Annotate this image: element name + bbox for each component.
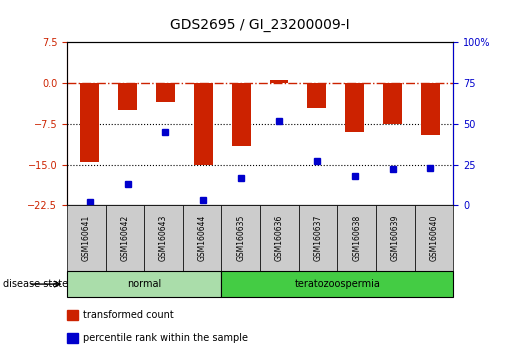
Text: GSM160635: GSM160635 (236, 215, 245, 261)
Text: teratozoospermia: teratozoospermia (295, 279, 380, 289)
Bar (383, 83, 402, 124)
Bar (156, 83, 175, 102)
Text: GSM160644: GSM160644 (198, 215, 207, 261)
Text: transformed count: transformed count (83, 310, 174, 320)
Text: percentile rank within the sample: percentile rank within the sample (83, 333, 248, 343)
Bar (421, 83, 440, 135)
Bar (194, 83, 213, 165)
Bar (269, 80, 288, 83)
Bar (345, 83, 364, 132)
Text: GSM160640: GSM160640 (430, 215, 438, 261)
Text: GSM160639: GSM160639 (391, 215, 400, 261)
Bar (232, 83, 251, 145)
Text: GDS2695 / GI_23200009-I: GDS2695 / GI_23200009-I (170, 18, 350, 32)
Text: GSM160643: GSM160643 (159, 215, 168, 261)
Text: GSM160641: GSM160641 (82, 215, 91, 261)
Text: GSM160642: GSM160642 (121, 215, 129, 261)
Text: GSM160636: GSM160636 (275, 215, 284, 261)
Text: normal: normal (127, 279, 161, 289)
Text: disease state: disease state (3, 279, 67, 289)
Bar (307, 83, 327, 108)
Bar (118, 83, 137, 110)
Bar (80, 83, 99, 162)
Text: GSM160637: GSM160637 (314, 215, 322, 261)
Text: GSM160638: GSM160638 (352, 215, 361, 261)
